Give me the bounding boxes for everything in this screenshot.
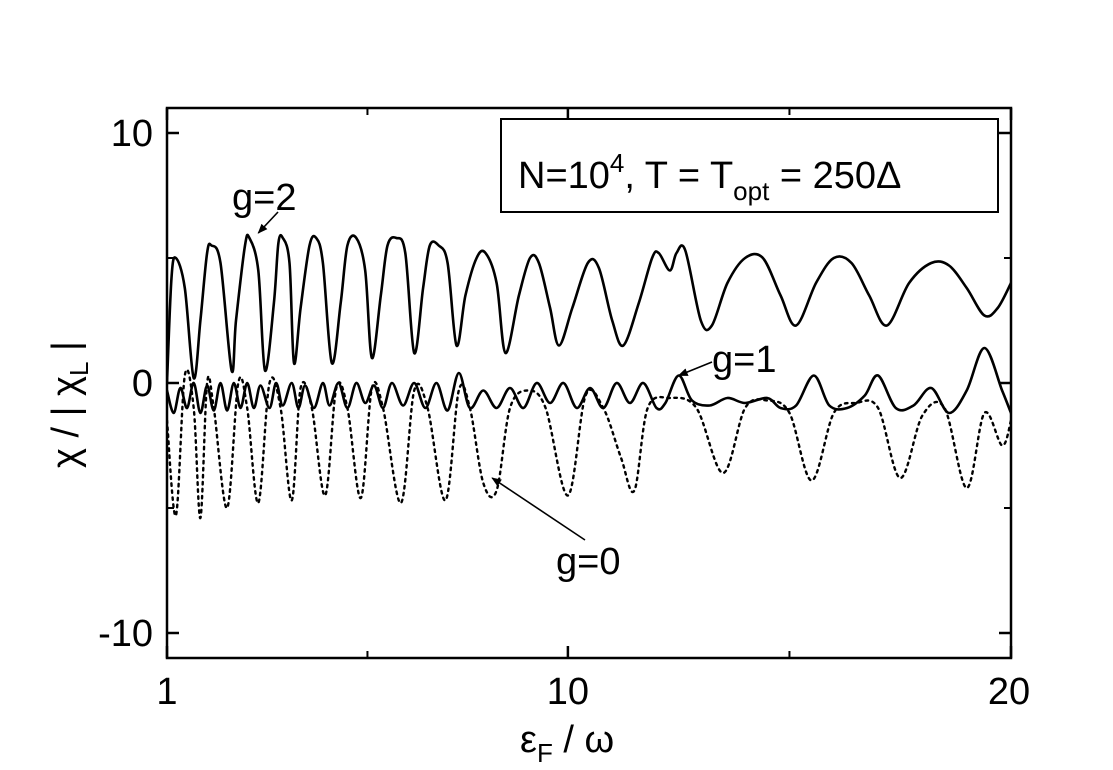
y-axis-title-sub: L xyxy=(64,362,94,376)
annotation-label-g2: g=2 xyxy=(232,177,296,219)
x-tick-label: 20 xyxy=(988,671,1030,713)
y-tick-label: 0 xyxy=(132,363,153,405)
y-axis-title-main: χ / | χ xyxy=(45,376,87,468)
y-tick-label: -10 xyxy=(98,613,153,655)
legend-part-n: N=10 xyxy=(518,155,610,197)
series-line-g2 xyxy=(167,233,1011,385)
annotation-label-g0: g=0 xyxy=(556,541,620,583)
annotation-label-g1: g=1 xyxy=(712,339,776,381)
annotation-arrow-g1 xyxy=(677,361,713,377)
legend-part-exp: 4 xyxy=(610,148,624,178)
y-axis-title-rest: | xyxy=(45,341,87,361)
annotation-layer: g=2 g=1 g=0 xyxy=(232,177,776,583)
y-axis-title: χ / | χL | xyxy=(45,341,94,468)
legend-text: N=104, T = Topt = 250Δ xyxy=(518,148,901,206)
legend-part-t: , T = T xyxy=(624,155,733,197)
legend-part-value: = 250Δ xyxy=(769,155,901,197)
series-line-g0 xyxy=(167,368,1011,520)
x-axis-title-main: ε xyxy=(520,719,537,761)
legend-box xyxy=(500,118,999,213)
ticks-layer xyxy=(165,108,1013,658)
x-axis-title-rest: / ω xyxy=(553,719,614,761)
labels-layer: 1 10 20 10 0 -10 xyxy=(98,113,1030,713)
legend: N=104, T = Topt = 250Δ xyxy=(500,118,999,213)
annotation-arrow-g0 xyxy=(491,477,586,541)
x-axis-title-sub: F xyxy=(537,738,553,768)
x-axis-title: εF / ω xyxy=(520,719,614,768)
x-tick-label: 10 xyxy=(547,671,589,713)
y-tick-label: 10 xyxy=(111,113,153,155)
legend-part-opt: opt xyxy=(733,176,770,206)
series-layer xyxy=(167,233,1011,520)
annotation-arrow-g2 xyxy=(257,211,279,234)
x-tick-label: 1 xyxy=(156,671,177,713)
